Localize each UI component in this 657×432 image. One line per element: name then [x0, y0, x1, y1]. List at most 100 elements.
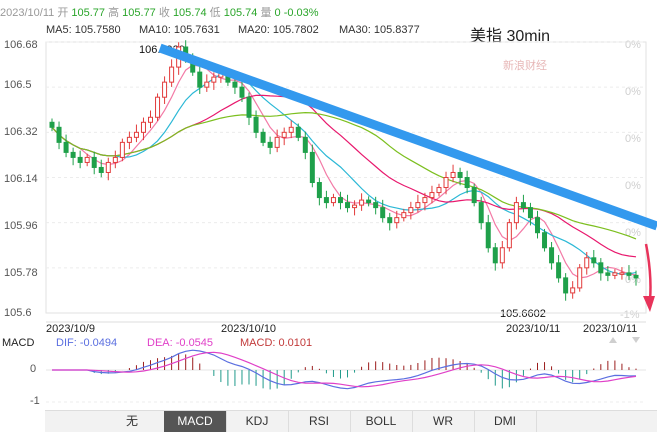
x-tick-label: 2023/10/10 — [221, 323, 277, 335]
candle-body — [49, 121, 55, 128]
macd-y-tick: 0 — [30, 363, 37, 375]
open-label: 开 — [57, 7, 69, 19]
candle-body — [239, 86, 245, 98]
candle-body — [295, 126, 301, 138]
candle-body — [577, 267, 583, 289]
candle-body — [316, 182, 322, 199]
ma10-legend: MA10: 105.7631 — [139, 24, 220, 36]
y-tick-label: 105.6 — [4, 307, 32, 319]
close-value: 105.74 — [172, 7, 207, 19]
candle-body — [492, 247, 498, 264]
low-label: 低 — [209, 7, 221, 19]
low-annotation: 105.6602 — [500, 308, 546, 320]
y-tick-label: 106.14 — [4, 173, 38, 185]
macd-legend-dif: DIF: -0.0494 — [56, 337, 118, 349]
candle-body — [211, 76, 217, 83]
candle-body — [570, 287, 576, 294]
x-tick-label: 2023/10/9 — [46, 323, 95, 335]
candle-body — [380, 207, 386, 219]
tab-none[interactable]: 无 — [100, 411, 165, 432]
dif-line — [52, 349, 637, 390]
x-tick-label: 2023/10/11 — [583, 323, 638, 335]
candle-body — [499, 247, 505, 264]
macd-legend-name: MACD — [2, 337, 35, 349]
candle-body — [140, 121, 146, 133]
macd-legend-macd: MACD: 0.0101 — [240, 337, 313, 349]
macd-legend-dea: DEA: -0.0545 — [147, 337, 214, 349]
tab-dmi[interactable]: DMI — [474, 411, 537, 432]
pct-tick-label: 0% — [625, 180, 641, 192]
ma10-line — [51, 71, 637, 275]
dea-line — [52, 351, 637, 388]
tab-macd[interactable]: MACD — [164, 411, 227, 432]
candle-body — [98, 166, 104, 173]
candle-body — [633, 274, 639, 279]
volume-label: 量 — [260, 7, 272, 19]
candle-body — [267, 141, 273, 148]
candle-body — [56, 126, 62, 143]
ma20-line — [51, 94, 637, 258]
candle-body — [105, 161, 111, 173]
chart-title: 美指 30min — [470, 28, 551, 45]
candle-body — [485, 222, 491, 249]
candle-body — [70, 151, 76, 158]
candle-body — [394, 217, 400, 224]
candle-body — [309, 151, 315, 184]
tab-wr[interactable]: WR — [412, 411, 475, 432]
pct-tick-label: 0% — [625, 133, 641, 145]
candle-body — [527, 207, 533, 219]
candle-body — [436, 187, 442, 194]
candle-body — [126, 136, 132, 143]
candle-body — [422, 197, 428, 204]
tab-kdj[interactable]: KDJ — [226, 411, 289, 432]
candle-body — [478, 202, 484, 224]
candle-body — [274, 136, 280, 148]
down-arrow-head — [643, 296, 655, 312]
y-tick-label: 106.32 — [4, 126, 38, 138]
x-tick-label: 2023/10/11 — [506, 323, 561, 335]
y-tick-label: 105.78 — [4, 267, 38, 279]
candle-body — [323, 197, 329, 204]
candle-body — [77, 156, 83, 163]
candle-body — [429, 192, 435, 199]
candle-body — [605, 272, 611, 276]
candle-body — [302, 136, 308, 153]
candle-body — [330, 197, 336, 204]
candle-body — [520, 202, 526, 209]
candle-body — [401, 212, 407, 219]
candle-body — [246, 96, 252, 118]
open-value: 105.77 — [71, 7, 106, 19]
y-tick-label: 105.96 — [4, 220, 38, 232]
ma30-legend: MA30: 105.8377 — [339, 24, 420, 36]
quote-bar: 2023/10/11 开 105.77 高 105.77 收 105.74 低 … — [0, 4, 319, 20]
volume-value: 0 — [274, 7, 281, 19]
candle-body — [119, 141, 125, 158]
change-value: -0.03% — [283, 7, 319, 19]
candle-body — [408, 207, 414, 214]
candle-body — [197, 71, 203, 88]
tab-boll[interactable]: BOLL — [350, 411, 413, 432]
candle-body — [169, 66, 175, 83]
high-value: 105.77 — [122, 7, 156, 19]
candle-body — [345, 202, 351, 209]
pct-tick-label: 0% — [625, 86, 641, 98]
ma5-line — [51, 64, 637, 279]
candle-body — [359, 199, 365, 206]
candle-body — [148, 116, 154, 123]
candle-body — [591, 257, 597, 264]
candle-body — [584, 257, 590, 269]
tab-rsi[interactable]: RSI — [288, 411, 351, 432]
close-label: 收 — [158, 7, 170, 19]
candle-body — [253, 116, 259, 133]
candle-body — [352, 204, 358, 209]
candle-body — [84, 156, 90, 163]
candle-body — [232, 81, 238, 88]
candle-body — [542, 232, 548, 249]
candle-body — [415, 202, 421, 209]
ma30-line — [51, 111, 637, 240]
candle-body — [464, 177, 470, 189]
candle-body — [471, 187, 477, 204]
candle-body — [556, 262, 562, 279]
candle-body — [133, 131, 139, 138]
